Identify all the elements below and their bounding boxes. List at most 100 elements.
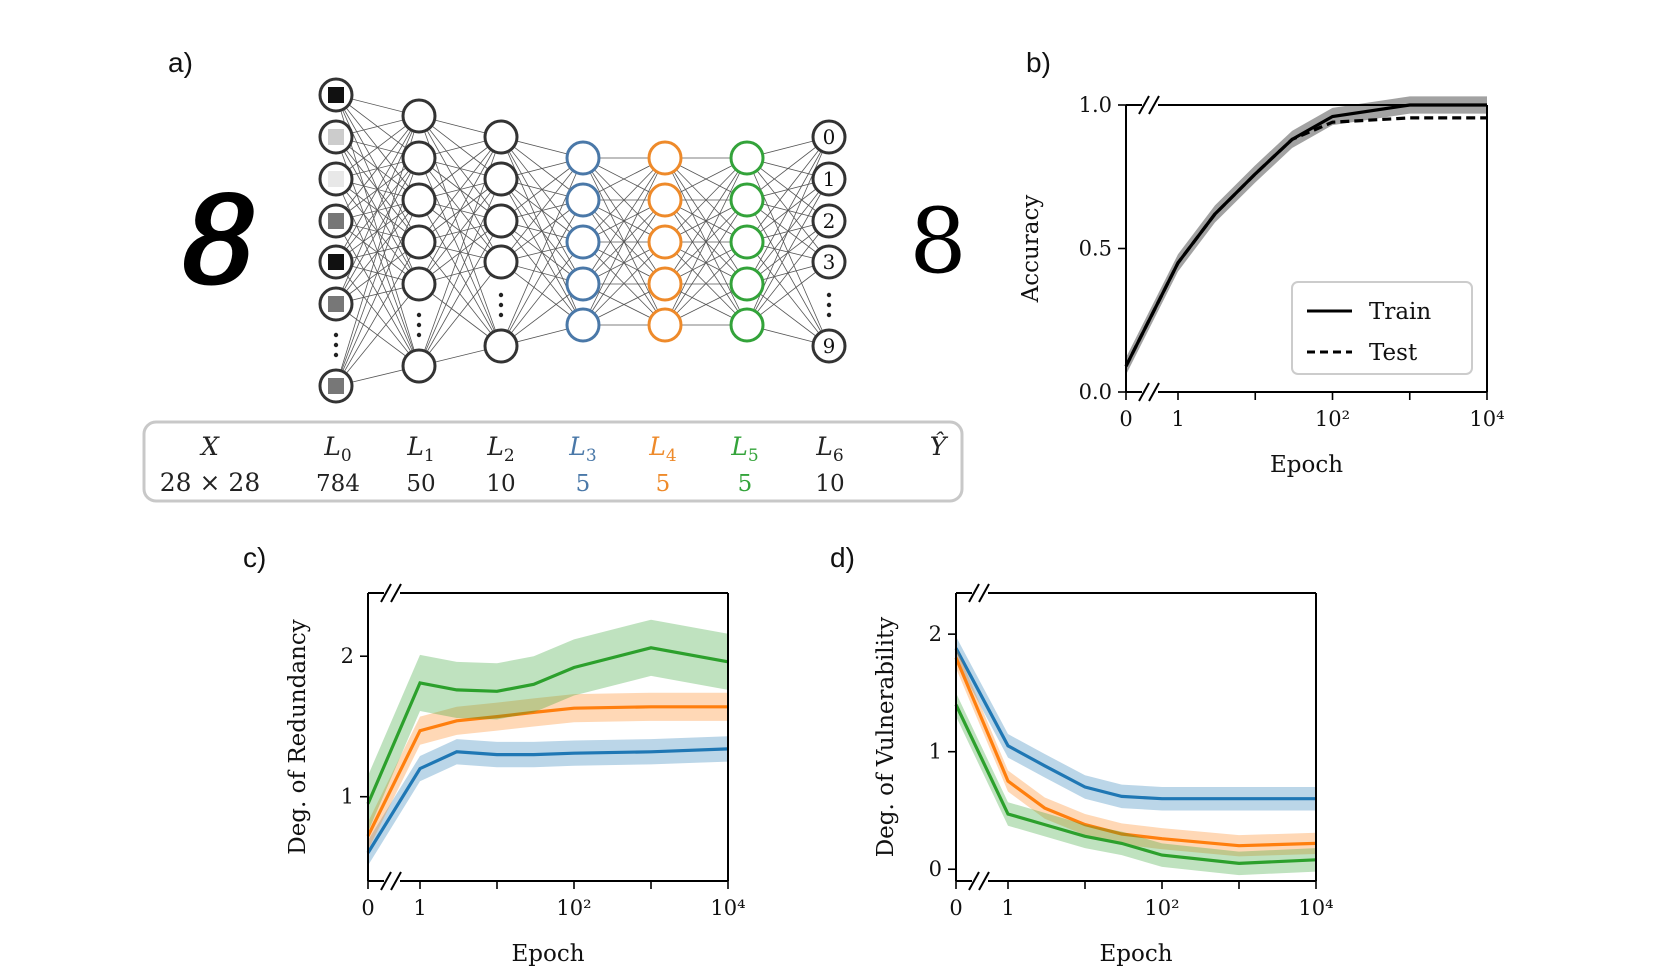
- chart-redundancy: 0 1 10² 10⁴ 1 2 Epoch Deg. of Redundancy: [285, 583, 746, 967]
- neuron-node: [565, 224, 601, 260]
- output-class-label: 9: [823, 334, 836, 358]
- neuron-node: [483, 161, 519, 197]
- connection-line: [335, 115, 420, 263]
- x-tick-label: 0: [1119, 407, 1132, 431]
- axis-break-mark: [1148, 95, 1160, 115]
- confidence-band-l5: [368, 619, 728, 832]
- neuron-node: [401, 224, 437, 260]
- layer-name: Ŷ: [930, 432, 949, 461]
- ellipsis-dot: [826, 302, 832, 308]
- neuron-node: [565, 307, 601, 343]
- connection-line: [500, 241, 584, 347]
- series-line-test: [1124, 116, 1487, 367]
- panel-label-b: b): [1026, 47, 1051, 78]
- input-pixel: [328, 87, 344, 103]
- x-tick-label: 10²: [1144, 896, 1179, 920]
- y-tick-label: 0.0: [1079, 380, 1112, 404]
- neuron-node: [401, 266, 437, 302]
- ellipsis-dot: [826, 312, 832, 318]
- ellipsis-dot: [498, 312, 504, 318]
- layer-name: L0: [323, 432, 351, 466]
- input-pixel: [328, 254, 344, 270]
- axis-break-mark: [978, 583, 990, 603]
- layer-name: L3: [568, 432, 596, 466]
- input-pixel: [328, 129, 344, 145]
- neuron-node: [565, 140, 601, 176]
- neuron-node: [647, 140, 683, 176]
- legend-train-label: Train: [1369, 299, 1431, 325]
- neuron-node: [811, 161, 847, 197]
- connection-line: [582, 199, 666, 326]
- layer-size: 10: [486, 471, 515, 497]
- neuron-node: [811, 244, 847, 280]
- layer-size: 50: [406, 471, 435, 497]
- layer-name: L6: [815, 432, 843, 466]
- layer-name: L5: [730, 432, 758, 466]
- neuron-node: [483, 328, 519, 364]
- neuron-node: [647, 307, 683, 343]
- connection-line: [746, 178, 830, 326]
- layer-name: L4: [648, 432, 676, 466]
- panel-label-a: a): [168, 47, 193, 78]
- ellipsis-dot: [826, 292, 832, 298]
- panel-label-d: d): [830, 542, 855, 573]
- neuron-node: [729, 224, 765, 260]
- neuron-node: [729, 307, 765, 343]
- output-class-label: 0: [823, 125, 836, 149]
- output-class-label: 2: [823, 209, 836, 233]
- neuron-node: [729, 140, 765, 176]
- confidence-band-l5: [956, 692, 1316, 876]
- neuron-node: [483, 203, 519, 239]
- output-class-label: 3: [823, 250, 836, 274]
- axis-break-mark: [968, 871, 980, 891]
- connection-line: [418, 261, 502, 367]
- y-tick-label: 0: [929, 857, 942, 881]
- layer-name: L1: [406, 432, 434, 466]
- axis-break-mark: [1138, 95, 1150, 115]
- layer-subscript: 2: [504, 446, 515, 466]
- ellipsis-dot: [416, 332, 422, 338]
- neuron-node: [483, 119, 519, 155]
- neuron-node: [647, 224, 683, 260]
- connection-line: [500, 157, 584, 263]
- ellipsis-dot: [498, 302, 504, 308]
- connection-line: [418, 220, 502, 367]
- layer-subscript: 1: [424, 446, 435, 466]
- connection-line: [582, 157, 666, 326]
- x-axis-label: Epoch: [1099, 941, 1172, 967]
- layer-size: 5: [738, 471, 753, 497]
- neuron-node: [647, 266, 683, 302]
- series-line-l4: [366, 705, 728, 837]
- connection-line: [335, 241, 420, 387]
- neuron-node: [565, 266, 601, 302]
- layer-size: 784: [316, 471, 360, 497]
- connection-line: [335, 283, 420, 387]
- connection-line: [335, 157, 420, 305]
- x-tick-label: 10⁴: [710, 896, 745, 920]
- layer-subscript: 0: [341, 446, 352, 466]
- connection-line: [664, 157, 748, 243]
- input-pixel: [328, 296, 344, 312]
- y-tick-label: 1: [929, 740, 942, 764]
- y-tick-label: 1: [341, 785, 354, 809]
- neuron-node: [401, 98, 437, 134]
- neuron-node: [811, 328, 847, 364]
- layer-subscript: 4: [666, 446, 677, 466]
- layer-subscript: 5: [748, 446, 759, 466]
- confidence-band-l4: [368, 692, 728, 851]
- ellipsis-dot: [498, 292, 504, 298]
- connection-line: [746, 220, 830, 326]
- y-tick-label: 1.0: [1079, 93, 1112, 117]
- chart-vulnerability: 0 1 10² 10⁴ 0 1 2 Epoch Deg. of Vulnerability: [873, 583, 1334, 967]
- neuron-node: [729, 266, 765, 302]
- input-pixel: [328, 171, 344, 187]
- x-tick-label: 10⁴: [1469, 407, 1504, 431]
- series-line-l3: [366, 747, 729, 854]
- connection-line: [582, 157, 666, 243]
- panel-label-c: c): [243, 542, 266, 573]
- ellipsis-dot: [333, 352, 339, 358]
- ellipsis-dot: [416, 312, 422, 318]
- axis-break-mark: [390, 871, 402, 891]
